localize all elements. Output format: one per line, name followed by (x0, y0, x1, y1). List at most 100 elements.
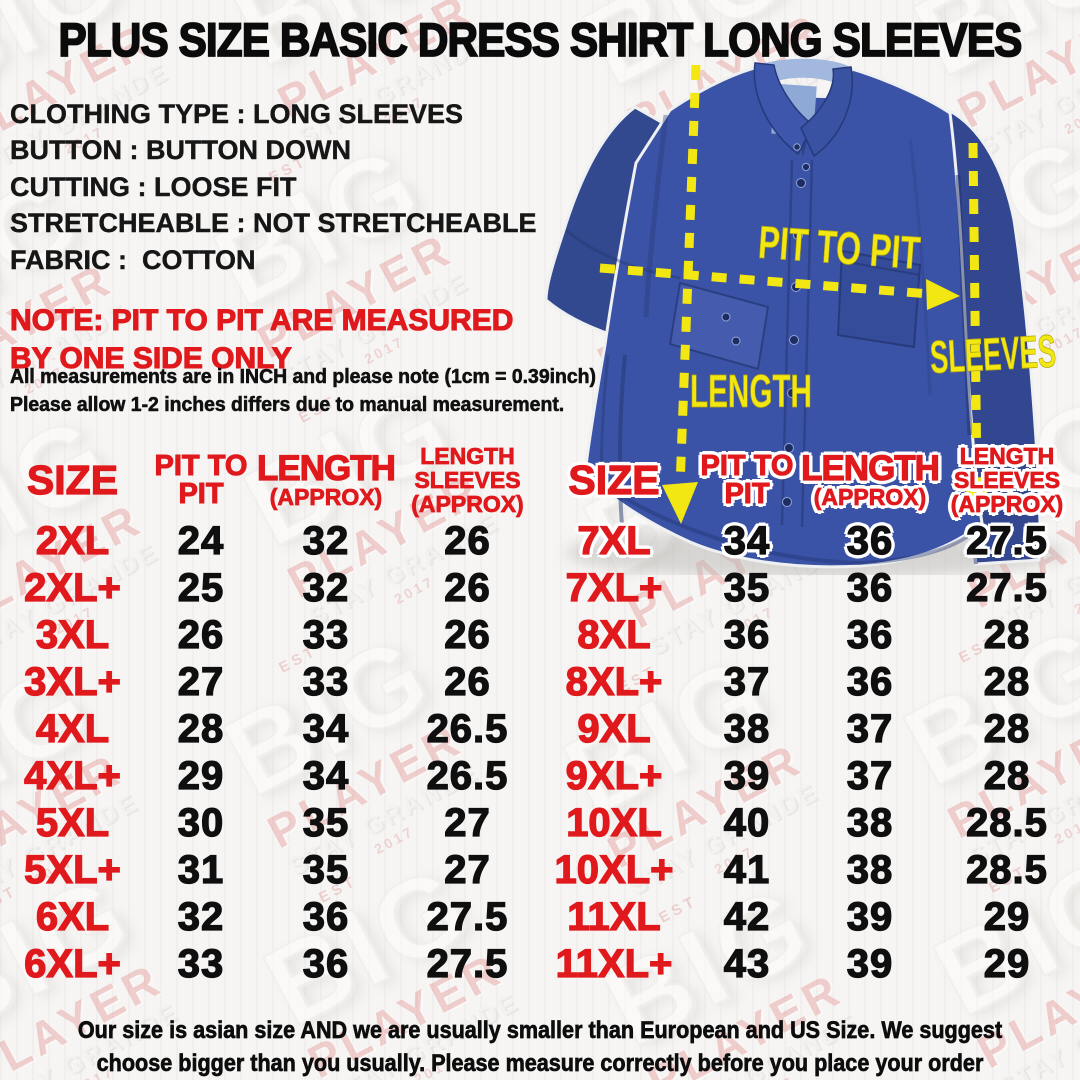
row-size-label: 4XL (35, 706, 110, 751)
row-size-label: 9XL (577, 706, 652, 751)
row-length-value: 37 (846, 706, 894, 751)
row-size-label: 7XL (577, 518, 652, 563)
shirt-photo: PIT TO PIT SLEEVES LENGTH (530, 55, 1080, 579)
row-sleeves-value: 27.5 (965, 518, 1048, 563)
sleeves-label: SLEEVES (929, 325, 1058, 384)
size-row-5xl: 5XL 30 35 27 (0, 800, 540, 847)
row-sleeves-value: 28 (983, 706, 1031, 751)
row-pit-to-pit-value: 32 (177, 894, 225, 939)
size-row-9xl+: 9XL+ 39 37 28 (540, 753, 1080, 800)
detail-fabric: FABRIC : COTTON (10, 244, 256, 275)
row-pit-to-pit-value: 43 (723, 941, 771, 986)
row-length-value: 36 (302, 894, 350, 939)
product-details: CLOTHING TYPE : LONG SLEEVES BUTTON : BU… (10, 96, 537, 278)
row-sleeves-value: 26.5 (426, 706, 509, 751)
row-pit-to-pit-value: 39 (723, 753, 771, 798)
row-length-value: 34 (302, 753, 350, 798)
shirt-collar-left (753, 62, 814, 156)
size-row-2xl: 2XL 24 32 26 (0, 518, 540, 565)
row-pit-to-pit-value: 29 (177, 753, 225, 798)
detail-stretch: STRETCHEABLE : NOT STRETCHEABLE (10, 208, 537, 239)
size-row-3xl+: 3XL+ 27 33 26 (0, 659, 540, 706)
row-size-label: 8XL (577, 612, 652, 657)
length-measure-line (675, 64, 701, 488)
row-pit-to-pit-value: 27 (177, 659, 225, 704)
size-table-left: SIZE PIT TO PIT LENGTH (APPROX) LENGTH SLEE… (0, 443, 540, 988)
row-length-value: 34 (302, 706, 350, 751)
sleeves-measure-line (968, 142, 982, 484)
row-size-label: 7XL+ (565, 565, 663, 610)
row-sleeves-value: 26 (444, 518, 491, 563)
table-rows: 2XL 24 32 26 2XL+ 25 32 26 3XL 26 33 26 3XL+ 27 33 26 4X… (0, 518, 540, 988)
length-label: LENGTH (690, 365, 812, 417)
row-sleeves-value: 26 (444, 612, 491, 657)
row-length-value: 36 (846, 612, 894, 657)
size-row-4xl+: 4XL+ 29 34 26.5 (0, 753, 540, 800)
shirt-cuff (668, 281, 770, 371)
row-sleeves-value: 27.5 (426, 941, 509, 986)
row-pit-to-pit-value: 42 (723, 894, 771, 939)
size-row-6xl: 6XL 32 36 27.5 (0, 894, 540, 941)
row-size-label: 3XL+ (23, 659, 121, 704)
size-row-2xl+: 2XL+ 25 32 26 (0, 565, 540, 612)
footer-line1: Our size is asian size AND we are usuall… (77, 1017, 1003, 1045)
row-size-label: 11XL (567, 894, 662, 939)
row-size-label: 10XL+ (554, 847, 674, 892)
row-sleeves-value: 28.5 (965, 800, 1048, 845)
row-pit-to-pit-value: 24 (177, 518, 225, 563)
row-size-label: 6XL+ (23, 941, 121, 986)
row-pit-to-pit-value: 40 (723, 800, 771, 845)
row-size-label: 8XL+ (565, 659, 663, 704)
row-sleeves-value: 29 (983, 894, 1031, 939)
size-row-7xl+: 7XL+ 35 36 27.5 (540, 565, 1080, 612)
measure-info-line2: Please allow 1-2 inches differs due to m… (10, 394, 565, 417)
size-row-7xl: 7XL 34 36 27.5 (540, 518, 1080, 565)
row-pit-to-pit-value: 37 (723, 659, 771, 704)
note-line1: NOTE: PIT TO PIT ARE MEASURED (9, 303, 514, 337)
row-sleeves-value: 27 (444, 847, 491, 892)
row-sleeves-value: 28.5 (965, 847, 1048, 892)
row-pit-to-pit-value: 34 (723, 518, 771, 563)
row-pit-to-pit-value: 33 (177, 941, 225, 986)
footer-line2: choose bigger than you usually. Please m… (96, 1050, 984, 1078)
row-size-label: 6XL (35, 894, 110, 939)
size-row-4xl: 4XL 28 34 26.5 (0, 706, 540, 753)
page-title: PLUS SIZE BASIC DRESS SHIRT LONG SLEEVES (58, 12, 1023, 67)
row-sleeves-value: 27 (444, 800, 491, 845)
size-row-11xl: 11XL 42 39 29 (540, 894, 1080, 941)
row-pit-to-pit-value: 26 (177, 612, 225, 657)
row-length-value: 32 (302, 565, 350, 610)
measure-info: All measurements are in INCH and please … (10, 363, 597, 419)
table-rows: 7XL 34 36 27.5 7XL+ 35 36 27.5 8XL 36 36 28 8XL+ 37 36… (540, 518, 1080, 988)
row-pit-to-pit-value: 35 (723, 565, 771, 610)
row-length-value: 36 (846, 659, 894, 704)
row-length-value: 33 (302, 659, 350, 704)
length-arrow-icon (662, 482, 698, 524)
row-size-label: 11XL+ (555, 941, 673, 986)
col-header-length: LENGTH (APPROX) (800, 448, 940, 510)
row-length-value: 38 (846, 847, 894, 892)
row-pit-to-pit-value: 31 (177, 847, 225, 892)
row-pit-to-pit-value: 41 (723, 847, 771, 892)
col-header-size: SIZE (568, 456, 660, 503)
measurement-note: NOTE: PIT TO PIT ARE MEASURED BY ONE SID… (9, 302, 514, 378)
row-length-value: 33 (302, 612, 350, 657)
row-sleeves-value: 26.5 (426, 753, 509, 798)
row-length-value: 35 (302, 847, 350, 892)
row-sleeves-value: 27.5 (965, 565, 1048, 610)
row-length-value: 32 (302, 518, 350, 563)
size-row-3xl: 3XL 26 33 26 (0, 612, 540, 659)
row-size-label: 4XL+ (23, 753, 121, 798)
row-size-label: 10XL (566, 800, 663, 845)
row-pit-to-pit-value: 28 (177, 706, 225, 751)
size-row-9xl: 9XL 38 37 28 (540, 706, 1080, 753)
size-row-10xl: 10XL 40 38 28.5 (540, 800, 1080, 847)
row-sleeves-value: 28 (983, 659, 1031, 704)
col-header-length: LENGTH (APPROX) (256, 448, 396, 510)
detail-button: BUTTON : BUTTON DOWN (10, 135, 351, 166)
row-length-value: 38 (846, 800, 894, 845)
row-size-label: 2XL+ (23, 565, 121, 610)
row-length-value: 37 (846, 753, 894, 798)
pit-to-pit-arrow-icon (926, 279, 960, 310)
row-sleeves-value: 26 (444, 565, 491, 610)
